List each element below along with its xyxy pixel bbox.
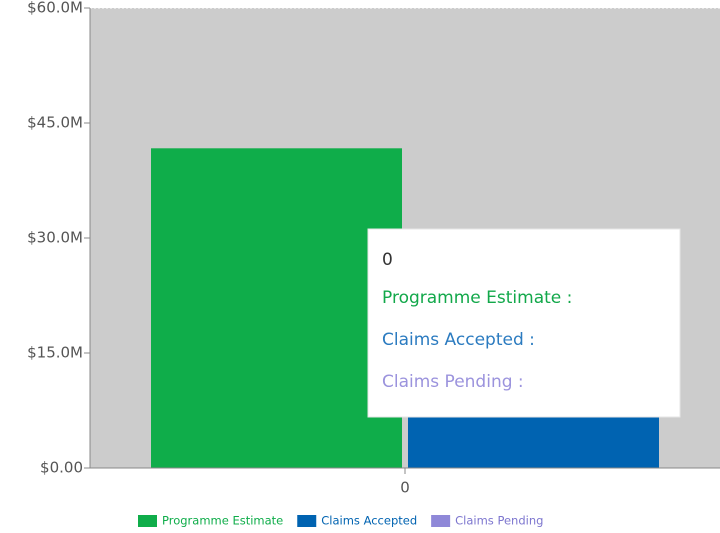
y-tick-label: $15.0M xyxy=(27,344,83,362)
x-tick-label: 0 xyxy=(400,479,410,497)
y-tick-label: $0.00 xyxy=(40,459,83,477)
y-tick-label: $60.0M xyxy=(27,0,83,17)
tooltip: 0 Programme Estimate : Claims Accepted : Cl… xyxy=(367,228,681,418)
legend-label: Programme Estimate xyxy=(162,514,283,528)
tooltip-item: Claims Accepted : xyxy=(382,330,535,350)
y-tick-label: $45.0M xyxy=(27,114,83,132)
tooltip-title: 0 xyxy=(382,250,393,270)
bar xyxy=(151,148,402,469)
legend: Programme Estimate Claims Accepted Claims … xyxy=(138,514,543,528)
legend-label: Claims Pending xyxy=(455,514,543,528)
legend-swatch xyxy=(138,515,157,527)
legend-swatch xyxy=(297,515,317,527)
tooltip-item: Claims Pending : xyxy=(382,372,524,392)
tooltip-item: Programme Estimate : xyxy=(382,288,572,308)
tooltip-box xyxy=(367,228,681,418)
legend-swatch xyxy=(431,515,451,527)
legend-label: Claims Accepted xyxy=(321,514,417,528)
y-tick-label: $30.0M xyxy=(27,229,83,247)
